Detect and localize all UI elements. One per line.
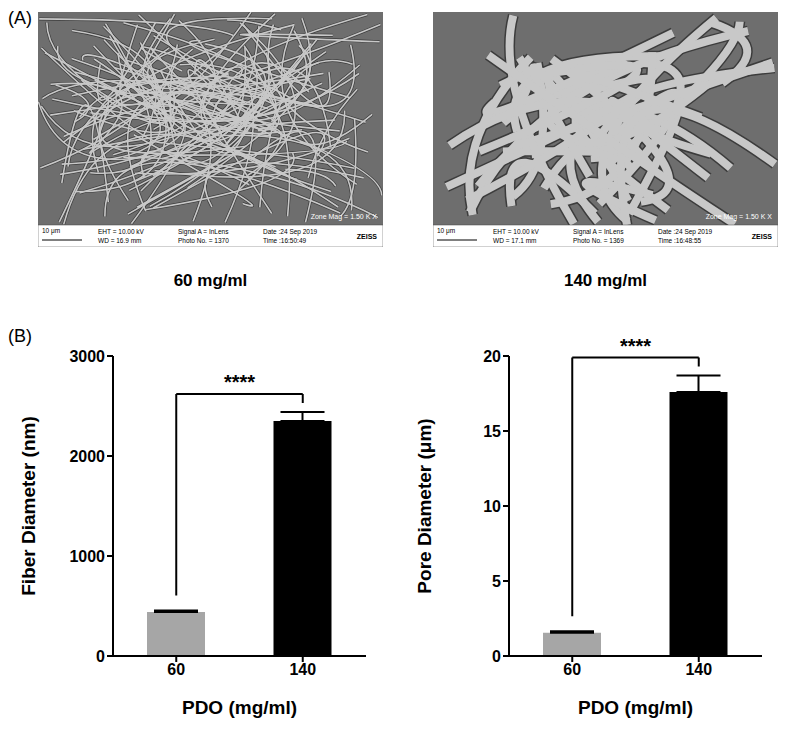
- svg-text:****: ****: [224, 371, 255, 393]
- svg-text:EHT = 10.00 kV: EHT = 10.00 kV: [493, 228, 540, 235]
- html-text:(A): (A): [8, 8, 32, 28]
- svg-text:5: 5: [492, 573, 501, 590]
- svg-text:Signal A = InLens: Signal A = InLens: [178, 228, 229, 236]
- svg-text:Time :16:50:49: Time :16:50:49: [263, 237, 307, 244]
- svg-text:ZEISS: ZEISS: [752, 233, 773, 240]
- svg-text:Date :24 Sep 2019: Date :24 Sep 2019: [658, 228, 713, 236]
- svg-text:Photo No. = 1369: Photo No. = 1369: [573, 237, 624, 244]
- svg-text:WD = 17.1 mm: WD = 17.1 mm: [493, 237, 537, 244]
- svg-text:3000: 3000: [69, 348, 105, 365]
- svg-text:****: ****: [620, 335, 651, 357]
- svg-text:Zone Mag = 1.50 K X: Zone Mag = 1.50 K X: [311, 213, 378, 221]
- svg-text:60: 60: [563, 661, 581, 678]
- svg-text:ZEISS: ZEISS: [357, 233, 378, 240]
- svg-text:Time :16:48:55: Time :16:48:55: [658, 237, 702, 244]
- svg-text:140: 140: [685, 661, 712, 678]
- svg-text:60: 60: [167, 661, 185, 678]
- svg-text:Signal A = InLens: Signal A = InLens: [573, 228, 624, 236]
- html-text:(B): (B): [8, 326, 32, 346]
- svg-text:Photo No. = 1370: Photo No. = 1370: [178, 237, 229, 244]
- svg-text:PDO (mg/ml): PDO (mg/ml): [182, 697, 297, 718]
- svg-text:140: 140: [289, 661, 316, 678]
- svg-text:Fiber Diameter (nm): Fiber Diameter (nm): [18, 416, 39, 595]
- svg-text:0: 0: [96, 648, 105, 665]
- svg-text:1000: 1000: [69, 548, 105, 565]
- svg-text:Date :24 Sep 2019: Date :24 Sep 2019: [263, 228, 318, 236]
- svg-text:2000: 2000: [69, 448, 105, 465]
- svg-text:10: 10: [483, 498, 501, 515]
- html-text:140 mg/ml: 140 mg/ml: [563, 271, 648, 290]
- svg-text:PDO (mg/ml): PDO (mg/ml): [578, 697, 693, 718]
- svg-text:EHT = 10.00 kV: EHT = 10.00 kV: [98, 228, 145, 235]
- svg-text:20: 20: [483, 348, 501, 365]
- svg-text:10 μm: 10 μm: [437, 227, 455, 235]
- svg-text:10 μm: 10 μm: [42, 227, 60, 235]
- svg-text:Pore Diameter (μm): Pore Diameter (μm): [414, 418, 435, 593]
- svg-text:15: 15: [483, 423, 501, 440]
- html-text:60 mg/ml: 60 mg/ml: [173, 271, 248, 290]
- svg-text:Zone Mag = 1.50 K X: Zone Mag = 1.50 K X: [706, 213, 773, 221]
- svg-text:WD = 16.9 mm: WD = 16.9 mm: [98, 237, 142, 244]
- svg-text:0: 0: [492, 648, 501, 665]
